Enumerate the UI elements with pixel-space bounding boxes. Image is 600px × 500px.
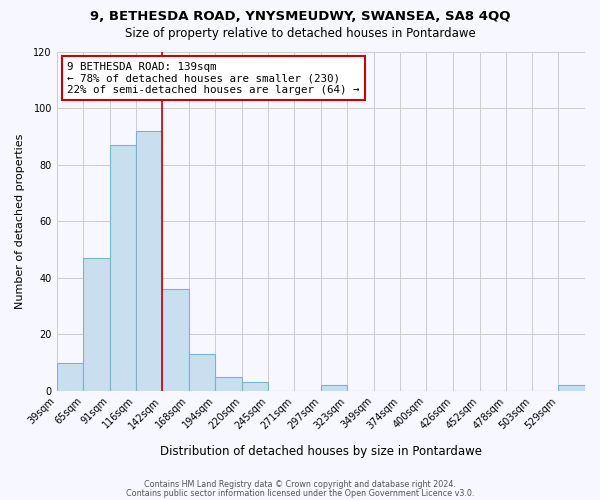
Bar <box>559 385 585 391</box>
Bar <box>215 376 242 391</box>
Bar <box>162 289 189 391</box>
Bar <box>321 385 347 391</box>
Bar <box>110 145 136 391</box>
Text: Size of property relative to detached houses in Pontardawe: Size of property relative to detached ho… <box>125 28 475 40</box>
Bar <box>242 382 268 391</box>
X-axis label: Distribution of detached houses by size in Pontardawe: Distribution of detached houses by size … <box>160 444 482 458</box>
Text: Contains HM Land Registry data © Crown copyright and database right 2024.: Contains HM Land Registry data © Crown c… <box>144 480 456 489</box>
Bar <box>56 362 83 391</box>
Bar <box>189 354 215 391</box>
Text: 9 BETHESDA ROAD: 139sqm
← 78% of detached houses are smaller (230)
22% of semi-d: 9 BETHESDA ROAD: 139sqm ← 78% of detache… <box>67 62 360 95</box>
Bar <box>83 258 110 391</box>
Bar <box>136 130 162 391</box>
Text: Contains public sector information licensed under the Open Government Licence v3: Contains public sector information licen… <box>126 489 474 498</box>
Y-axis label: Number of detached properties: Number of detached properties <box>15 134 25 309</box>
Text: 9, BETHESDA ROAD, YNYSMEUDWY, SWANSEA, SA8 4QQ: 9, BETHESDA ROAD, YNYSMEUDWY, SWANSEA, S… <box>90 10 510 23</box>
